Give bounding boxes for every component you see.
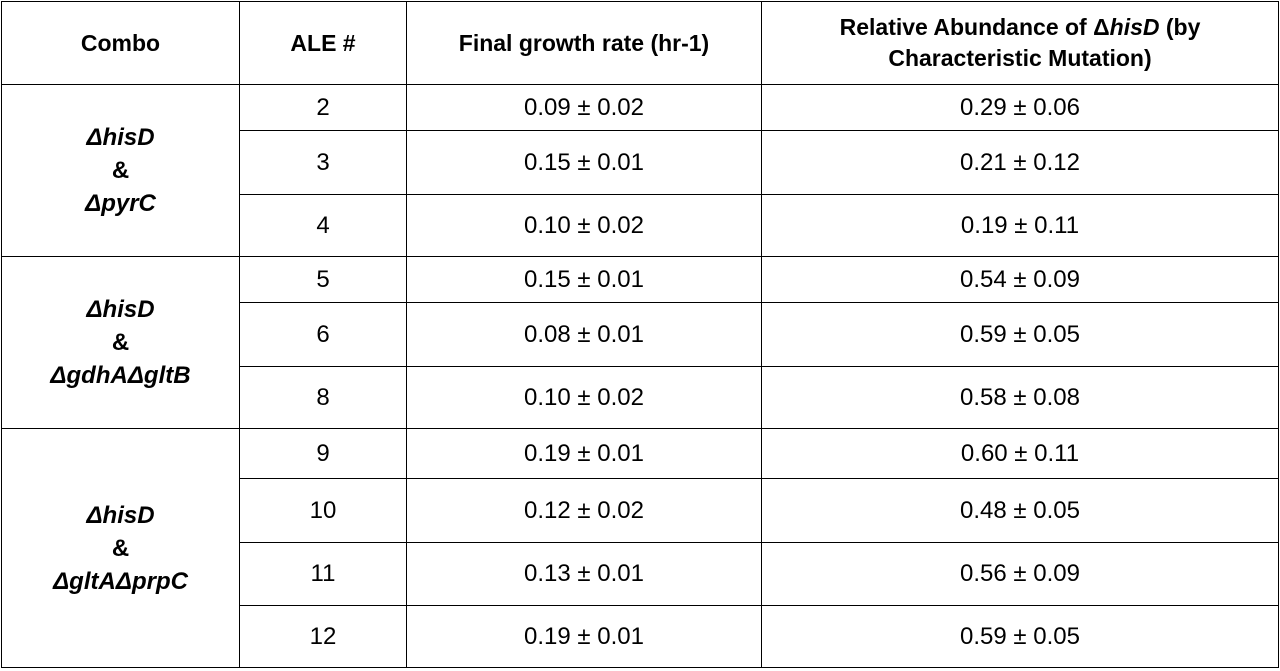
header-relative-abundance: Relative Abundance of ΔhisD (by Character… <box>761 1 1279 85</box>
growth-cell: 0.12 ± 0.02 <box>406 478 762 543</box>
table-row: 6 0.08 ± 0.01 0.59 ± 0.05 <box>2 302 1279 367</box>
growth-cell: 0.19 ± 0.01 <box>406 605 762 668</box>
abundance-cell: 0.29 ± 0.06 <box>761 84 1279 131</box>
growth-cell: 0.08 ± 0.01 <box>406 302 762 367</box>
combo-ampersand: & <box>111 534 130 562</box>
table-row: ΔhisD & ΔgltAΔprpC 9 0.19 ± 0.01 0.60 ± … <box>1 428 1279 668</box>
abundance-cell: 0.19 ± 0.11 <box>761 194 1279 257</box>
growth-cell: 0.13 ± 0.01 <box>406 542 762 606</box>
combo-cell-group-2: ΔhisD & ΔgdhAΔgltB <box>1 256 240 429</box>
combo-line-3: ΔgdhAΔgltB <box>50 362 191 389</box>
ale-cell: 10 <box>239 478 407 543</box>
header-growth-rate: Final growth rate (hr-1) <box>406 1 762 85</box>
header-combo: Combo <box>1 1 240 85</box>
header-ale: ALE # <box>239 1 407 85</box>
table-row: 4 0.10 ± 0.02 0.19 ± 0.11 <box>2 194 1279 257</box>
growth-cell: 0.10 ± 0.02 <box>406 194 762 257</box>
combo-line-3: ΔgltAΔprpC <box>53 567 188 595</box>
combo-line-1: ΔhisD <box>86 124 155 151</box>
header-row: Combo ALE # Final growth rate (hr-1) Rel… <box>1 1 1279 85</box>
ale-cell: 12 <box>239 605 407 668</box>
ale-cell: 8 <box>239 366 407 429</box>
abundance-cell: 0.21 ± 0.12 <box>761 130 1279 195</box>
table-row: ΔhisD & ΔgdhAΔgltB 5 0.15 ± 0.01 0.54 ± … <box>1 256 1279 429</box>
header-abundance-prefix: Relative Abundance of Δ <box>839 14 1110 40</box>
abundance-cell: 0.58 ± 0.08 <box>761 366 1279 429</box>
abundance-cell: 0.59 ± 0.05 <box>761 605 1279 668</box>
ale-cell: 2 <box>239 84 407 131</box>
growth-cell: 0.15 ± 0.01 <box>406 256 762 303</box>
ale-cell: 9 <box>239 428 407 479</box>
ale-cell: 4 <box>239 194 407 257</box>
abundance-cell: 0.56 ± 0.09 <box>761 542 1279 606</box>
growth-cell: 0.10 ± 0.02 <box>406 366 762 429</box>
table-row: 11 0.13 ± 0.01 0.56 ± 0.09 <box>2 542 1279 606</box>
ale-cell: 6 <box>239 302 407 367</box>
ale-cell: 5 <box>239 256 407 303</box>
header-abundance-gene: hisD <box>1109 14 1160 40</box>
table-row: 10 0.12 ± 0.02 0.48 ± 0.05 <box>2 478 1279 543</box>
ale-cell: 11 <box>239 542 407 606</box>
growth-cell: 0.19 ± 0.01 <box>406 428 762 479</box>
abundance-cell: 0.48 ± 0.05 <box>761 478 1279 543</box>
combo-cell-group-1: ΔhisD & ΔpyrC <box>1 84 240 257</box>
combo-line-1: ΔhisD <box>86 296 155 323</box>
abundance-cell: 0.60 ± 0.11 <box>761 428 1279 479</box>
table-row: 8 0.10 ± 0.02 0.58 ± 0.08 <box>2 366 1279 429</box>
header-abundance-line2: Characteristic Mutation) <box>888 45 1152 71</box>
abundance-cell: 0.59 ± 0.05 <box>761 302 1279 367</box>
header-abundance-suffix: (by <box>1159 14 1201 40</box>
growth-cell: 0.15 ± 0.01 <box>406 130 762 195</box>
combo-ampersand: & <box>111 329 130 356</box>
table-row: 12 0.19 ± 0.01 0.59 ± 0.05 <box>2 605 1279 668</box>
table-row: 3 0.15 ± 0.01 0.21 ± 0.12 <box>2 130 1279 195</box>
combo-cell-group-3: ΔhisD & ΔgltAΔprpC <box>1 428 240 668</box>
ale-cell: 3 <box>239 130 407 195</box>
growth-cell: 0.09 ± 0.02 <box>406 84 762 131</box>
combo-line-1: ΔhisD <box>86 501 155 529</box>
abundance-cell: 0.54 ± 0.09 <box>761 256 1279 303</box>
combo-ampersand: & <box>111 157 130 184</box>
combo-line-3: ΔpyrC <box>85 190 156 217</box>
table-row: ΔhisD & ΔpyrC 2 0.09 ± 0.02 0.29 ± 0.06 <box>1 84 1279 257</box>
